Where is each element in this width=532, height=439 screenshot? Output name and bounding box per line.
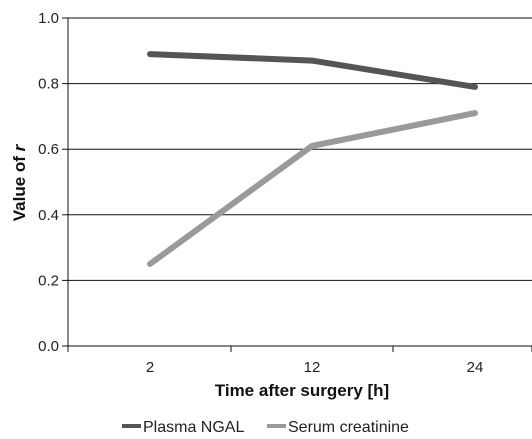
y-tick-label: 0.4 — [38, 207, 59, 224]
x-tick-label: 2 — [146, 359, 154, 376]
x-tick-label: 12 — [304, 359, 321, 376]
y-tick-label: 0.0 — [38, 338, 59, 355]
series-lines — [147, 51, 478, 267]
x-axis-title: Time after surgery [h] — [215, 381, 389, 400]
axes — [67, 18, 532, 347]
y-tick-label: 0.2 — [38, 272, 59, 289]
x-tick-labels: 2 12 24 — [67, 346, 532, 376]
x-tick-label: 24 — [467, 359, 484, 376]
legend: Plasma NGAL Serum creatinine — [122, 419, 409, 436]
series-line-0 — [147, 51, 478, 90]
y-tick-label: 1.0 — [38, 10, 59, 27]
y-tick-label: 0.6 — [38, 141, 59, 158]
y-axis-title-main: Value of — [10, 151, 29, 221]
y-tick-label: 0.8 — [38, 76, 59, 93]
legend-label-0: Plasma NGAL — [143, 419, 244, 436]
y-tick-labels: 0.0 0.2 0.4 0.6 0.8 1.0 — [38, 10, 68, 355]
legend-label-1: Serum creatinine — [288, 419, 409, 436]
series-line-1 — [147, 110, 478, 267]
y-axis-title: Value of r — [10, 143, 29, 221]
y-axis-title-italic: r — [10, 143, 29, 151]
